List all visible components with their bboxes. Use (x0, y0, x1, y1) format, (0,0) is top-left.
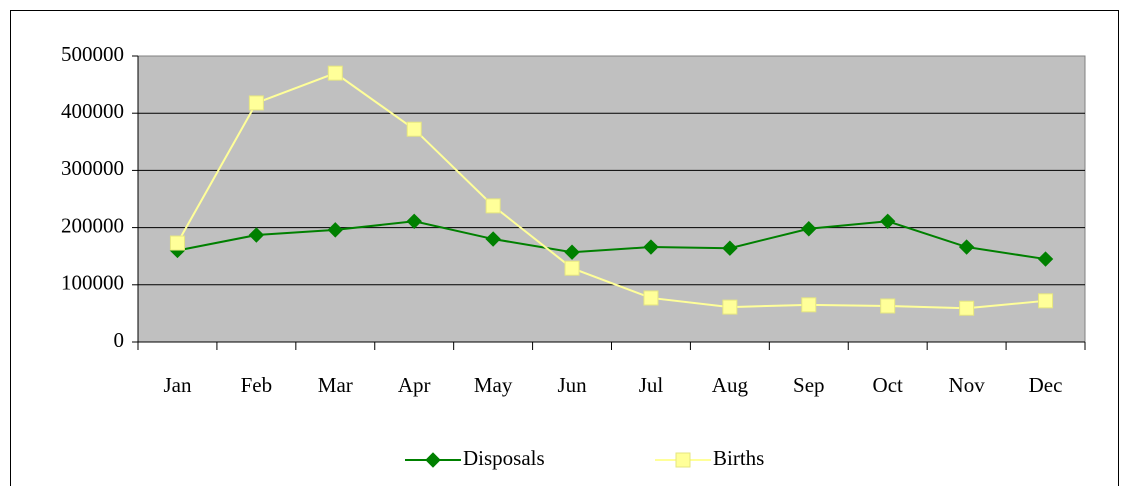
data-point (485, 231, 501, 247)
data-point (485, 198, 501, 214)
legend-marker (675, 452, 691, 468)
data-point (722, 240, 738, 256)
x-tick-label: Feb (241, 373, 273, 397)
data-point (327, 222, 343, 238)
x-tick-label: Sep (793, 373, 825, 397)
chart-border (10, 10, 1119, 486)
legend-label: Disposals (463, 446, 545, 470)
x-tick-label: May (474, 373, 513, 397)
data-point (880, 213, 896, 230)
data-point (248, 95, 264, 111)
data-point (801, 221, 817, 237)
x-tick-label: Mar (318, 373, 353, 397)
y-tick-label: 300000 (61, 156, 124, 180)
data-point (169, 235, 185, 251)
series-line (177, 220, 1046, 261)
data-point (959, 300, 975, 316)
x-tick-label: Jan (163, 373, 191, 397)
data-point (643, 290, 659, 306)
data-point (958, 239, 975, 255)
data-point (880, 298, 896, 314)
data-point (564, 260, 580, 276)
data-point (564, 244, 580, 260)
data-point (801, 297, 817, 313)
data-point (1038, 293, 1054, 309)
x-tick-label: Dec (1029, 373, 1063, 397)
data-point (722, 299, 738, 315)
data-point (406, 213, 422, 230)
x-tick-label: Apr (398, 373, 431, 397)
series-line (176, 72, 1046, 310)
x-tick-label: Aug (712, 373, 749, 397)
x-tick-label: Jun (557, 373, 587, 397)
y-tick-label: 100000 (61, 271, 124, 295)
data-point (406, 121, 422, 137)
legend-marker (425, 452, 441, 468)
data-point (643, 239, 659, 255)
x-tick-label: Oct (873, 373, 903, 397)
data-point (327, 65, 343, 81)
y-tick-label: 0 (114, 328, 125, 352)
legend-label: Births (713, 446, 764, 470)
y-tick-label: 500000 (61, 42, 124, 66)
plot-area (137, 55, 1086, 343)
y-tick-label: 400000 (61, 99, 124, 123)
data-point (1037, 251, 1054, 267)
x-tick-label: Jul (639, 373, 664, 397)
x-tick-label: Nov (949, 373, 986, 397)
y-tick-label: 200000 (61, 213, 124, 237)
data-point (248, 227, 265, 243)
